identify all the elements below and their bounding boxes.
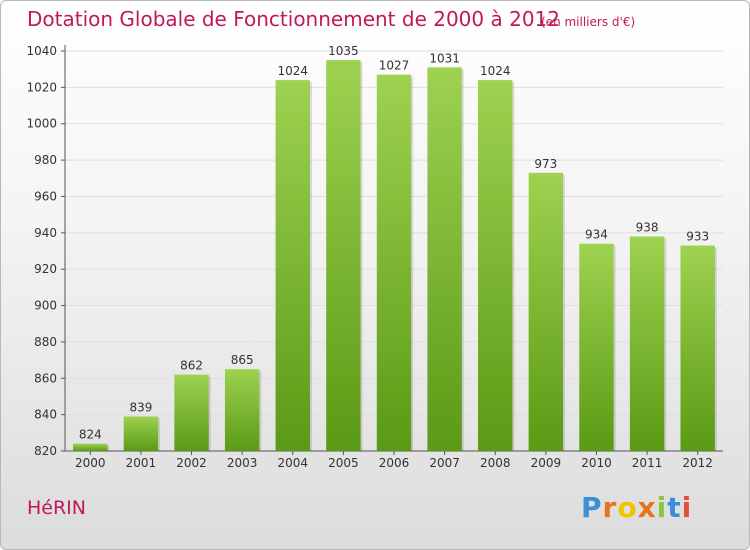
bar-2008 xyxy=(478,80,513,451)
y-tick-label: 1020 xyxy=(26,80,57,94)
x-tick-label: 2012 xyxy=(682,456,713,470)
logo-letter: r xyxy=(602,491,618,524)
logo-letter: i xyxy=(656,491,668,524)
bar-2002 xyxy=(174,374,209,451)
x-tick-label: 2007 xyxy=(429,456,460,470)
logo-letter: o xyxy=(617,491,638,524)
data-label: 824 xyxy=(79,428,102,442)
y-tick-label: 940 xyxy=(34,226,57,240)
data-label: 839 xyxy=(129,400,152,414)
y-tick-label: 1040 xyxy=(26,44,57,58)
chart-title: Dotation Globale de Fonctionnement de 20… xyxy=(27,7,560,31)
x-tick-label: 2000 xyxy=(75,456,106,470)
proxiti-logo: Proxiti xyxy=(581,491,692,524)
x-tick-label: 2004 xyxy=(277,456,308,470)
data-label: 862 xyxy=(180,359,203,373)
data-label: 938 xyxy=(636,220,659,234)
y-tick-label: 840 xyxy=(34,408,57,422)
y-tick-label: 900 xyxy=(34,299,57,313)
data-label: 933 xyxy=(686,230,709,244)
y-tick-label: 960 xyxy=(34,189,57,203)
logo-letter: P xyxy=(581,491,603,524)
data-label: 1031 xyxy=(429,51,460,65)
x-tick-label: 2005 xyxy=(328,456,359,470)
bar-2006 xyxy=(376,74,412,452)
y-tick-label: 980 xyxy=(34,153,57,167)
logo-letter: x xyxy=(637,491,657,524)
data-label: 1035 xyxy=(328,44,359,58)
data-label: 1024 xyxy=(277,64,308,78)
x-tick-label: 2011 xyxy=(632,456,663,470)
x-tick-label: 2002 xyxy=(176,456,207,470)
x-tick-label: 2003 xyxy=(227,456,258,470)
x-tick-label: 2001 xyxy=(126,456,157,470)
y-tick-label: 860 xyxy=(34,371,57,385)
data-label: 1027 xyxy=(379,59,410,73)
bar-2001 xyxy=(123,416,159,451)
data-label: 865 xyxy=(231,353,254,367)
y-tick-label: 1000 xyxy=(26,117,57,131)
x-tick-label: 2009 xyxy=(531,456,562,470)
bar-2009 xyxy=(528,172,564,451)
bar-2012 xyxy=(680,245,715,451)
x-tick-label: 2010 xyxy=(581,456,612,470)
logo-letter: t xyxy=(667,491,682,524)
chart-unit: (en milliers d'€) xyxy=(541,15,636,29)
commune-name: HéRIN xyxy=(27,497,86,519)
bar-2007 xyxy=(427,67,462,451)
y-tick-label: 820 xyxy=(34,444,57,458)
bar-2003 xyxy=(224,369,260,451)
bars xyxy=(73,60,717,452)
y-tick-label: 880 xyxy=(34,335,57,349)
data-label: 1024 xyxy=(480,64,511,78)
y-tick-label: 920 xyxy=(34,262,57,276)
x-tick-label: 2006 xyxy=(379,456,410,470)
x-tick-label: 2008 xyxy=(480,456,511,470)
logo-letter: i xyxy=(681,491,693,524)
bar-2000 xyxy=(73,443,108,451)
labels: 820 840 860 880 900 920 940 960 980 1000 1020 1040 8… xyxy=(26,44,713,470)
bar-2010 xyxy=(579,243,614,451)
bar-2005 xyxy=(326,60,361,451)
bar-2011 xyxy=(629,236,665,451)
bar-2004 xyxy=(275,80,310,451)
data-label: 934 xyxy=(585,228,608,242)
data-label: 973 xyxy=(534,157,557,171)
